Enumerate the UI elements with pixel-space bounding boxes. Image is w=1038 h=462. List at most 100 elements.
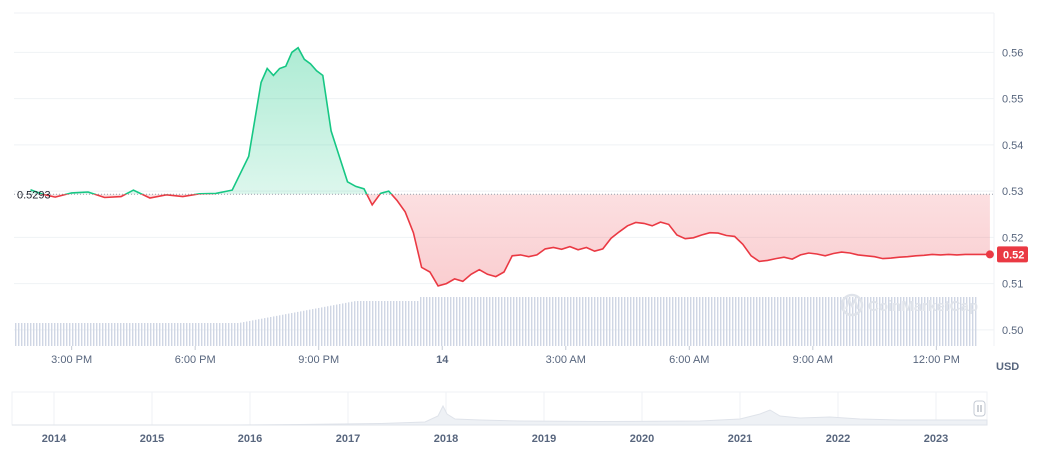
volume-bar (855, 297, 857, 346)
volume-bar (642, 297, 644, 346)
volume-bar (207, 323, 209, 346)
volume-bar (219, 323, 221, 346)
volume-bar (423, 297, 425, 346)
volume-bar (174, 323, 176, 346)
volume-bar (570, 297, 572, 346)
volume-bar (318, 307, 320, 346)
volume-bar (969, 297, 971, 346)
range-navigator[interactable]: 2014 2015 2016 2017 2018 2019 2020 2021 2022 2023 (11, 391, 988, 445)
y-tick-label: 0.53 (1002, 186, 1023, 198)
volume-bar (621, 297, 623, 346)
current-price-badge: 0.52 (997, 246, 1028, 263)
volume-bar (312, 309, 314, 346)
volume-bar (162, 323, 164, 346)
volume-bar (816, 297, 818, 346)
volume-bar (762, 297, 764, 346)
volume-bar (237, 323, 239, 346)
volume-bar (852, 297, 854, 346)
volume-bar (807, 297, 809, 346)
volume-bar (414, 301, 416, 346)
volume-bar (954, 297, 956, 346)
volume-bar (147, 323, 149, 346)
volume-bar (204, 323, 206, 346)
volume-bar (279, 315, 281, 346)
volume-bar (354, 301, 356, 346)
volume-bar (777, 297, 779, 346)
volume-bar (270, 316, 272, 346)
volume-bar (54, 323, 56, 346)
volume-bar (87, 323, 89, 346)
y-tick-label: 0.52 (1002, 232, 1023, 244)
volume-bar (150, 323, 152, 346)
volume-bar (303, 310, 305, 346)
volume-bar (771, 297, 773, 346)
volume-bar (306, 310, 308, 346)
volume-bar (327, 306, 329, 346)
volume-bar (975, 297, 977, 346)
volume-bar (129, 323, 131, 346)
volume-bar (198, 323, 200, 346)
price-line (30, 46, 990, 287)
volume-bar (639, 297, 641, 346)
y-tick-label: 0.54 (1002, 140, 1023, 152)
volume-bar (861, 297, 863, 346)
volume-bar (918, 297, 920, 346)
volume-bar (765, 297, 767, 346)
volume-bar (333, 305, 335, 346)
volume-bar (834, 297, 836, 346)
volume-bar (615, 297, 617, 346)
volume-bar (876, 297, 878, 346)
volume-bar (543, 297, 545, 346)
volume-bar (699, 297, 701, 346)
navigator-year-labels: 2014 2015 2016 2017 2018 2019 2020 2021 2022 2023 (42, 433, 948, 445)
volume-bar (912, 297, 914, 346)
current-price-dot[interactable] (985, 250, 994, 259)
volume-bar (438, 297, 440, 346)
volume-bar (567, 297, 569, 346)
volume-bar (939, 297, 941, 346)
volume-bar (672, 297, 674, 346)
year-label: 2023 (924, 433, 948, 445)
volume-bar (663, 297, 665, 346)
volume-bar (783, 297, 785, 346)
volume-bar (51, 323, 53, 346)
volume-bar (525, 297, 527, 346)
volume-bar (501, 297, 503, 346)
volume-bar (180, 323, 182, 346)
volume-bar (360, 301, 362, 346)
x-tick-label: 6:00 PM (175, 354, 216, 366)
volume-bar (750, 297, 752, 346)
volume-bar (408, 301, 410, 346)
volume-bar (606, 297, 608, 346)
volume-bar (120, 323, 122, 346)
volume-bar (588, 297, 590, 346)
volume-bar (648, 297, 650, 346)
volume-bar (96, 323, 98, 346)
volume-bar (168, 323, 170, 346)
volume-bar (669, 297, 671, 346)
volume-bar (291, 313, 293, 346)
volume-bar (258, 319, 260, 346)
volume-bar (735, 297, 737, 346)
volume-bar (888, 297, 890, 346)
year-label: 2014 (42, 433, 67, 445)
volume-bar (528, 297, 530, 346)
volume-bar (474, 297, 476, 346)
volume-bar (99, 323, 101, 346)
volume-bar (42, 323, 44, 346)
volume-bar (81, 323, 83, 346)
volume-bar (555, 297, 557, 346)
currency-label: USD (996, 361, 1019, 373)
volume-bar (966, 297, 968, 346)
volume-bar (513, 297, 515, 346)
x-tick-label: 12:00 PM (913, 354, 960, 366)
watermark-text: CoinMarketCap (868, 298, 978, 315)
volume-bar (903, 297, 905, 346)
volume-bar (390, 301, 392, 346)
volume-bar (774, 297, 776, 346)
volume-bar (387, 301, 389, 346)
navigator-handle[interactable] (973, 400, 986, 417)
volume-bar (282, 314, 284, 346)
volume-bar (714, 297, 716, 346)
